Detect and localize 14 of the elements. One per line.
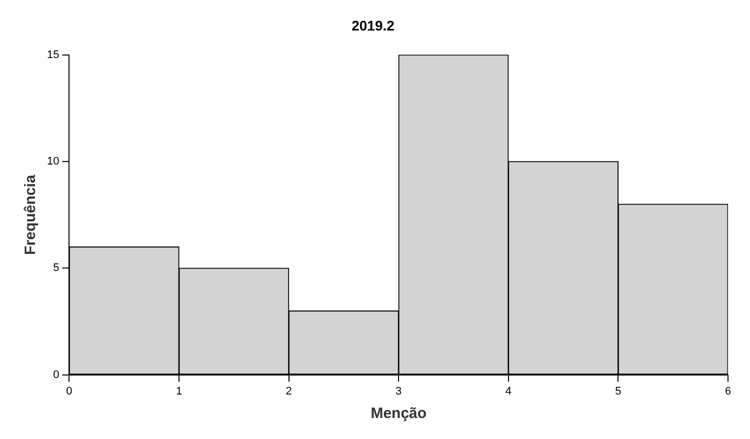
y-tick-label: 0: [53, 368, 60, 381]
y-tick-label: 5: [53, 262, 60, 274]
chart-title: 2019.2: [352, 17, 395, 34]
x-tick-label: 2: [286, 385, 292, 398]
x-tick-label: 1: [176, 385, 182, 398]
x-axis-title: Menção: [370, 405, 427, 422]
y-tick-label: 10: [46, 156, 60, 168]
y-axis-title: Frequência: [22, 174, 40, 255]
x-tick-label: 3: [396, 385, 402, 398]
x-tick-label: 0: [66, 385, 72, 398]
x-tick-label: 6: [724, 385, 732, 398]
x-tick-label: 5: [615, 385, 622, 398]
y-tick-label: 15: [46, 48, 60, 61]
x-tick-label: 4: [505, 385, 512, 398]
